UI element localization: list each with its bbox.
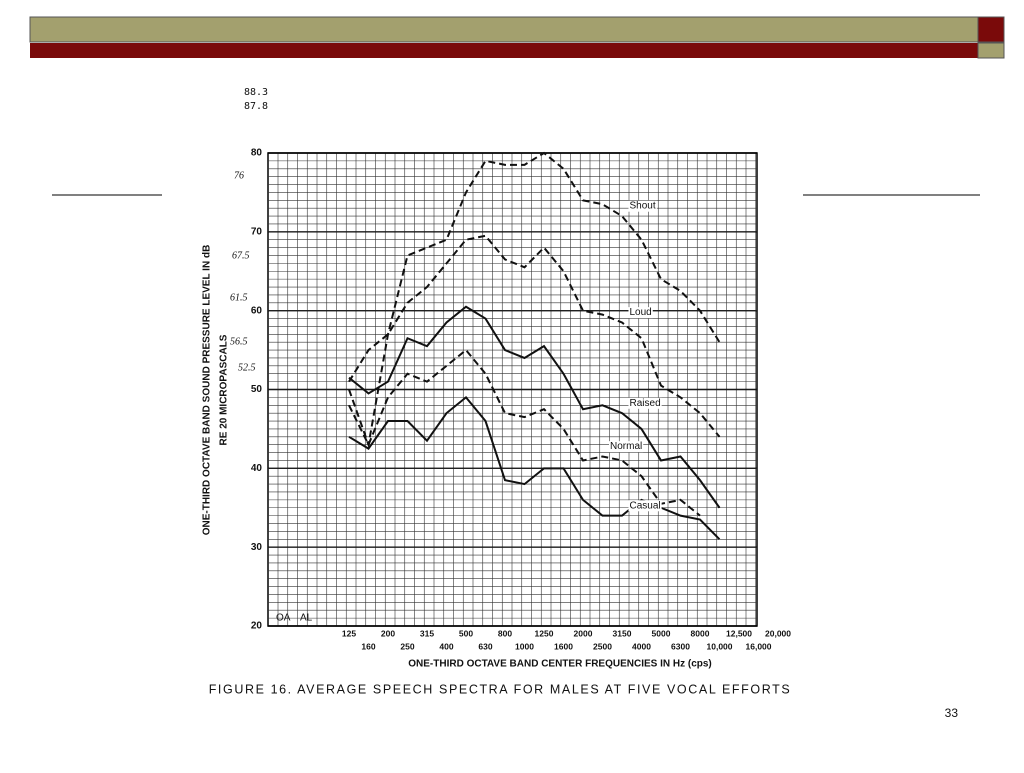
x-tick-label: 1000 — [515, 641, 534, 651]
handwritten-note: 61.5 — [230, 292, 248, 303]
x-tick-label: 125 — [342, 628, 356, 638]
y-tick-label: 70 — [251, 226, 263, 237]
series-line — [348, 151, 721, 449]
x-tick-label: 12,500 — [726, 628, 752, 638]
series-label-bg — [628, 307, 653, 319]
x-tick-label: 6300 — [671, 641, 690, 651]
series-label: Loud — [630, 307, 652, 318]
x-tick-label: 8000 — [691, 628, 710, 638]
series-label: Shout — [630, 201, 656, 212]
series-label-bg — [609, 441, 644, 453]
x-tick-label: 20,000 — [765, 628, 791, 638]
x-tick-label: 315 — [420, 628, 434, 638]
x-tick-label: 400 — [439, 641, 453, 651]
x-tick-label: 250 — [400, 641, 414, 651]
x-tick-label: 3150 — [613, 628, 632, 638]
x-tick-label: 500 — [459, 628, 473, 638]
y-tick-label: 30 — [251, 542, 263, 553]
series-label-bg — [628, 200, 657, 212]
x-tick-label: 16,000 — [746, 641, 772, 651]
y-axis-label: ONE-THIRD OCTAVE BAND SOUND PRESSURE LEV… — [202, 245, 213, 536]
series-label: Raised — [630, 398, 661, 409]
y-axis-label: RE 20 MICROPASCALS — [219, 334, 230, 445]
x-tick-label: 5000 — [652, 628, 671, 638]
x-tick-label: 4000 — [632, 641, 651, 651]
series-label: Normal — [610, 441, 642, 452]
handwritten-note: 76 — [234, 170, 244, 181]
y-tick-label: 20 — [251, 621, 263, 632]
x-tick-label: 10,000 — [707, 641, 733, 651]
x-tick-label: 2000 — [574, 628, 593, 638]
series-line — [348, 234, 721, 438]
series-label: Casual — [630, 500, 661, 511]
annotation: 88.3 — [244, 87, 268, 98]
handwritten-note: 56.5 — [230, 336, 248, 347]
page-number: 33 — [945, 706, 959, 720]
annotation: 87.8 — [244, 101, 268, 112]
header-stripe — [30, 43, 978, 58]
x-tick-label: 630 — [478, 641, 492, 651]
x-tick-label: 160 — [361, 641, 375, 651]
x-tick-label: 800 — [498, 628, 512, 638]
y-tick-label: 60 — [251, 305, 263, 316]
handwritten-note: 67.5 — [232, 250, 250, 261]
header-square — [977, 16, 1005, 43]
x-tick-label: 200 — [381, 628, 395, 638]
x-tick-label: 1250 — [535, 628, 554, 638]
series-line — [348, 348, 701, 517]
y-tick-label: 40 — [251, 463, 263, 474]
x-tick-label: 2500 — [593, 641, 612, 651]
series-line — [348, 305, 721, 509]
series-label-bg — [628, 500, 662, 512]
header-bar — [29, 16, 979, 43]
y-tick-label: 50 — [251, 384, 263, 395]
y-tick-label: 80 — [251, 148, 263, 159]
series-label-bg — [628, 397, 662, 409]
x-tick-label: 1600 — [554, 641, 573, 651]
header-square — [977, 42, 1005, 59]
chart-title: FIGURE 16. AVERAGE SPEECH SPECTRA FOR MA… — [209, 682, 792, 696]
handwritten-note: 52.5 — [238, 362, 256, 373]
x-axis-label: ONE-THIRD OCTAVE BAND CENTER FREQUENCIES… — [408, 659, 712, 670]
